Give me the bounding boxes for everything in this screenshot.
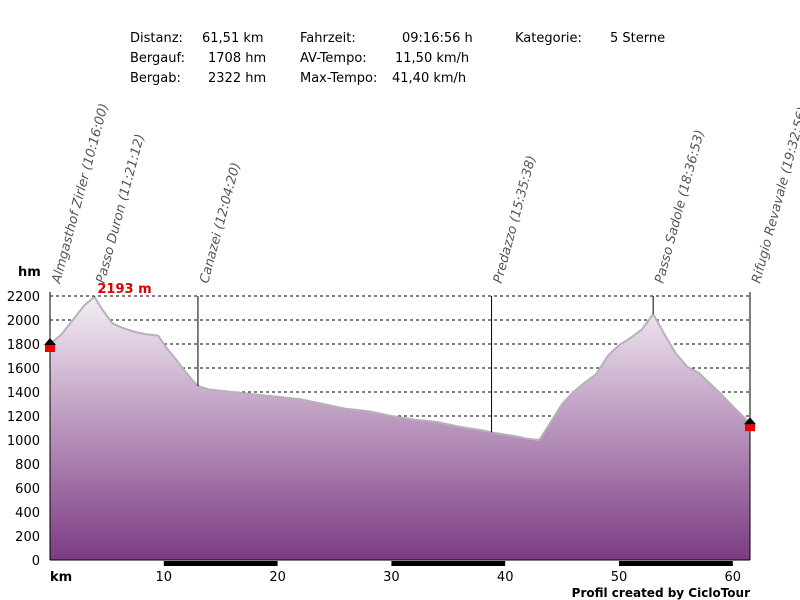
- max-speed-value: 41,40 km/h: [392, 71, 467, 86]
- start-marker-red: [45, 345, 55, 352]
- y-tick-label: 2000: [7, 314, 40, 329]
- x-tick-label: 60: [725, 570, 742, 585]
- category-value: 5 Sterne: [610, 31, 666, 46]
- distance-scale-segment: [619, 561, 733, 566]
- climb-value: 1708 hm: [208, 51, 267, 66]
- category-label: Kategorie:: [515, 31, 582, 46]
- x-tick-label: 50: [611, 570, 628, 585]
- max-elevation-label: 2193 m: [97, 282, 151, 297]
- x-tick-label: 40: [497, 570, 514, 585]
- distance-scale-segment: [163, 561, 278, 566]
- end-marker-red: [745, 424, 755, 432]
- y-tick-label: 1800: [7, 338, 40, 353]
- y-tick-label: 400: [15, 506, 40, 521]
- y-tick-label: 2200: [7, 290, 40, 305]
- waypoint-label: Rifugio Revavale (19:32:56): [749, 105, 800, 285]
- avg-speed-value: 11,50 km/h: [395, 51, 470, 66]
- y-axis-label: hm: [18, 265, 41, 280]
- waypoint-label: Passo Duron (11:21:12): [94, 133, 148, 286]
- start-marker-arrow: [44, 338, 56, 345]
- descent-value: 2322 hm: [208, 71, 267, 86]
- x-tick-label: 10: [156, 570, 173, 585]
- y-tick-label: 1400: [7, 386, 40, 401]
- credit-text: Profil created by CicloTour: [572, 586, 750, 600]
- x-tick-label: 30: [383, 570, 400, 585]
- y-tick-label: 200: [15, 530, 40, 545]
- end-marker-arrow: [744, 417, 756, 425]
- y-tick-label: 600: [15, 482, 40, 497]
- stats-panel: Distanz: 61,51 km Bergauf: 1708 hm Berga…: [0, 0, 800, 100]
- y-tick-label: 800: [15, 458, 40, 473]
- descent-label: Bergab:: [130, 71, 181, 86]
- elevation-line: [49, 295, 751, 442]
- distance-value: 61,51 km: [202, 31, 264, 46]
- distance-scale-segment: [391, 561, 506, 566]
- time-value: 09:16:56 h: [402, 31, 473, 46]
- climb-label: Bergauf:: [130, 51, 185, 66]
- y-tick-label: 1000: [7, 434, 40, 449]
- x-axis-label: km: [50, 570, 72, 585]
- time-label: Fahrzeit:: [300, 31, 356, 46]
- y-tick-label: 0: [32, 554, 40, 569]
- distance-label: Distanz:: [130, 31, 183, 46]
- y-tick-label: 1600: [7, 362, 40, 377]
- max-speed-label: Max-Tempo:: [300, 71, 378, 86]
- waypoint-label: Predazzo (15:35:38): [491, 154, 540, 285]
- waypoint-label: Passo Sadole (18:36:53): [653, 128, 708, 285]
- elevation-area: [50, 296, 750, 560]
- x-tick-label: 20: [269, 570, 286, 585]
- avg-speed-label: AV-Tempo:: [300, 51, 367, 66]
- waypoint-label: Canazei (12:04:20): [197, 161, 244, 285]
- y-tick-label: 1200: [7, 410, 40, 425]
